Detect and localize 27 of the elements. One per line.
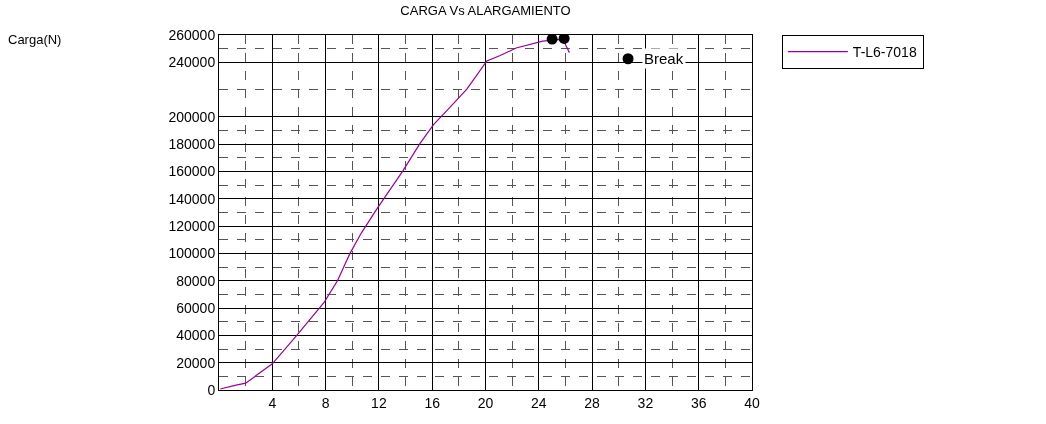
x-tick-label: 28 bbox=[584, 394, 601, 411]
x-tick-label: 8 bbox=[321, 394, 330, 411]
x-tick-label: 16 bbox=[424, 394, 441, 411]
y-tick-label: 80000 bbox=[176, 272, 216, 289]
y-tick-label: 60000 bbox=[176, 299, 216, 316]
text: Carga(N) bbox=[8, 32, 62, 47]
y-tick-label: 260000 bbox=[168, 26, 216, 43]
y-tick-label: 0 bbox=[207, 381, 216, 398]
y-tick-label: 200000 bbox=[168, 108, 216, 125]
legend-label: T-L6-7018 bbox=[852, 44, 917, 61]
y-tick-label: 100000 bbox=[168, 245, 216, 262]
x-tick-label: 24 bbox=[531, 394, 547, 411]
annotation: Break bbox=[644, 50, 684, 67]
y-tick-label: 120000 bbox=[168, 218, 216, 235]
x-tick-label: 32 bbox=[637, 394, 654, 411]
y-tick-label: 180000 bbox=[168, 136, 216, 153]
chart-title: CARGA Vs ALARGAMIENTO bbox=[400, 3, 571, 19]
x-tick-label: 4 bbox=[268, 394, 277, 411]
y-tick-label: 160000 bbox=[168, 163, 216, 180]
x-tick-label: 40 bbox=[744, 394, 760, 411]
x-tick-label: 36 bbox=[690, 394, 707, 411]
y-tick-label: 40000 bbox=[176, 327, 216, 344]
y-tick-label: 20000 bbox=[176, 354, 216, 371]
y-tick-label: 140000 bbox=[168, 190, 216, 207]
x-tick-label: 20 bbox=[477, 394, 494, 411]
y-tick-label: 240000 bbox=[168, 54, 216, 71]
x-tick-label: 12 bbox=[371, 394, 387, 411]
